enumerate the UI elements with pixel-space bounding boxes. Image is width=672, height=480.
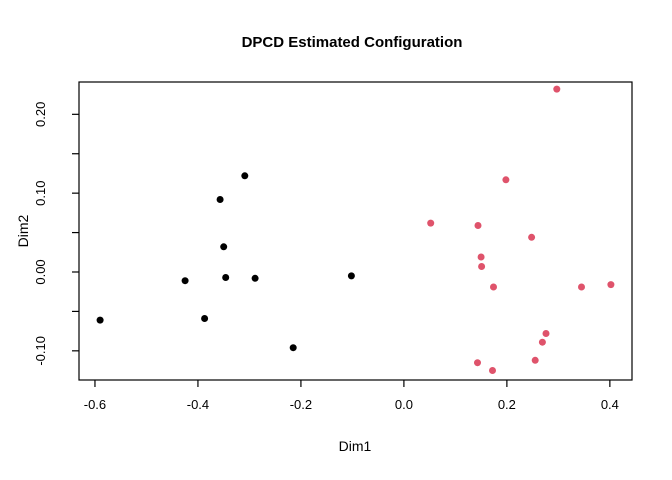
data-point-group-rose [542, 330, 550, 337]
y-tick-label: 0.10 [33, 181, 48, 206]
x-tick-label: -0.4 [187, 397, 209, 412]
chart-title: DPCD Estimated Configuration [242, 34, 463, 51]
data-point-group-rose [538, 338, 546, 346]
x-axis: -0.6 -0.4 -0.2 0.0 0.2 0.4 [84, 380, 619, 412]
data-point-group-rose [474, 359, 481, 367]
y-axis: 0.20 0.10 0.00 -0.10 [33, 102, 79, 366]
data-point-group-black [201, 315, 209, 322]
y-tick-label: 0.00 [33, 259, 48, 284]
data-point-group-rose [502, 176, 510, 184]
data-point-group-black [181, 277, 189, 285]
data-points [96, 85, 615, 374]
data-point-group-rose [553, 85, 561, 93]
data-point-group-black [216, 196, 224, 203]
x-tick-label: 0.2 [498, 397, 516, 412]
data-point-group-black [222, 274, 230, 281]
y-tick-label: -0.10 [33, 336, 48, 366]
data-point-group-rose [489, 367, 496, 374]
data-point-group-black [220, 243, 228, 251]
data-point-group-rose [490, 283, 497, 291]
x-axis-title: Dim1 [339, 438, 372, 454]
x-tick-label: 0.0 [395, 397, 413, 412]
data-point-group-black [347, 272, 355, 280]
data-point-group-rose [474, 222, 482, 229]
plot-border-box [78, 81, 633, 381]
x-tick-label: 0.4 [601, 397, 619, 412]
data-point-group-rose [427, 219, 435, 227]
x-tick-label: -0.6 [84, 397, 106, 412]
data-point-group-rose [607, 281, 615, 289]
data-point-group-rose [477, 253, 485, 261]
data-point-group-rose [531, 356, 539, 364]
data-point-group-black [96, 316, 104, 324]
data-point-group-rose [578, 283, 585, 291]
y-tick-label: 0.20 [33, 102, 48, 127]
data-point-group-rose [478, 263, 486, 270]
data-point-group-rose [528, 233, 536, 241]
y-axis-title: Dim2 [15, 214, 31, 247]
data-point-group-black [289, 344, 297, 352]
x-tick-label: -0.2 [290, 397, 312, 412]
data-point-group-black [241, 172, 249, 180]
data-point-group-black [251, 274, 259, 282]
